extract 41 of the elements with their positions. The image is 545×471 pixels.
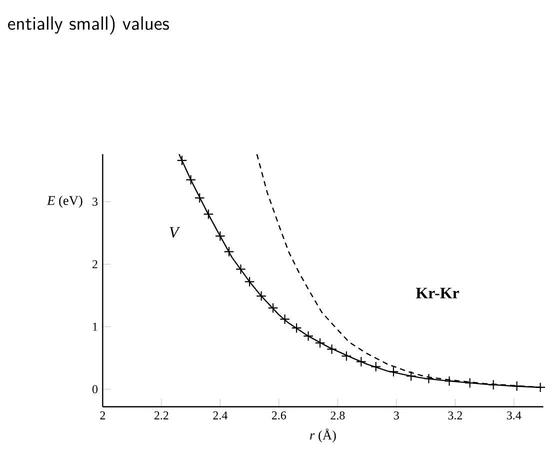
point [356,356,366,368]
y-tick-label: 1 [93,322,98,331]
point [236,264,246,275]
point [280,314,290,325]
annotation: V [170,227,180,238]
x-tick-label: 2 [100,412,105,420]
point [326,344,337,355]
point [256,291,266,302]
point [176,155,188,166]
y-axis-title: E (eV) [46,196,82,208]
point [488,380,499,390]
y-tick-label: 0 [92,385,98,394]
x-tick-label: 2.6 [272,412,286,420]
point [194,192,205,204]
point [388,366,399,378]
point [224,246,234,258]
point [291,323,302,334]
point [406,371,416,382]
point [314,338,326,348]
point [303,331,314,342]
point [341,351,352,362]
point [214,231,226,242]
point [370,362,382,372]
x-tick-label: 2.8 [330,412,345,420]
y-tick-label: 2 [92,260,98,268]
point [244,276,255,288]
point [268,303,278,314]
point [186,174,196,186]
y-tick-label: 3 [92,198,98,206]
x-tick-label: 3 [394,412,399,420]
x-tick-label: 2.4 [213,412,228,420]
point [203,209,214,220]
text: entially small) values [8,16,169,35]
point [424,374,434,384]
x-tick-label: 3.2 [448,412,462,420]
x-tick-label: 2.2 [154,412,168,420]
point [444,376,454,387]
point [535,382,545,393]
x-tick-label: 3.4 [507,412,522,420]
annotation: Kr-Kr [416,288,460,299]
x-axis-title: r (Å) [310,428,336,443]
